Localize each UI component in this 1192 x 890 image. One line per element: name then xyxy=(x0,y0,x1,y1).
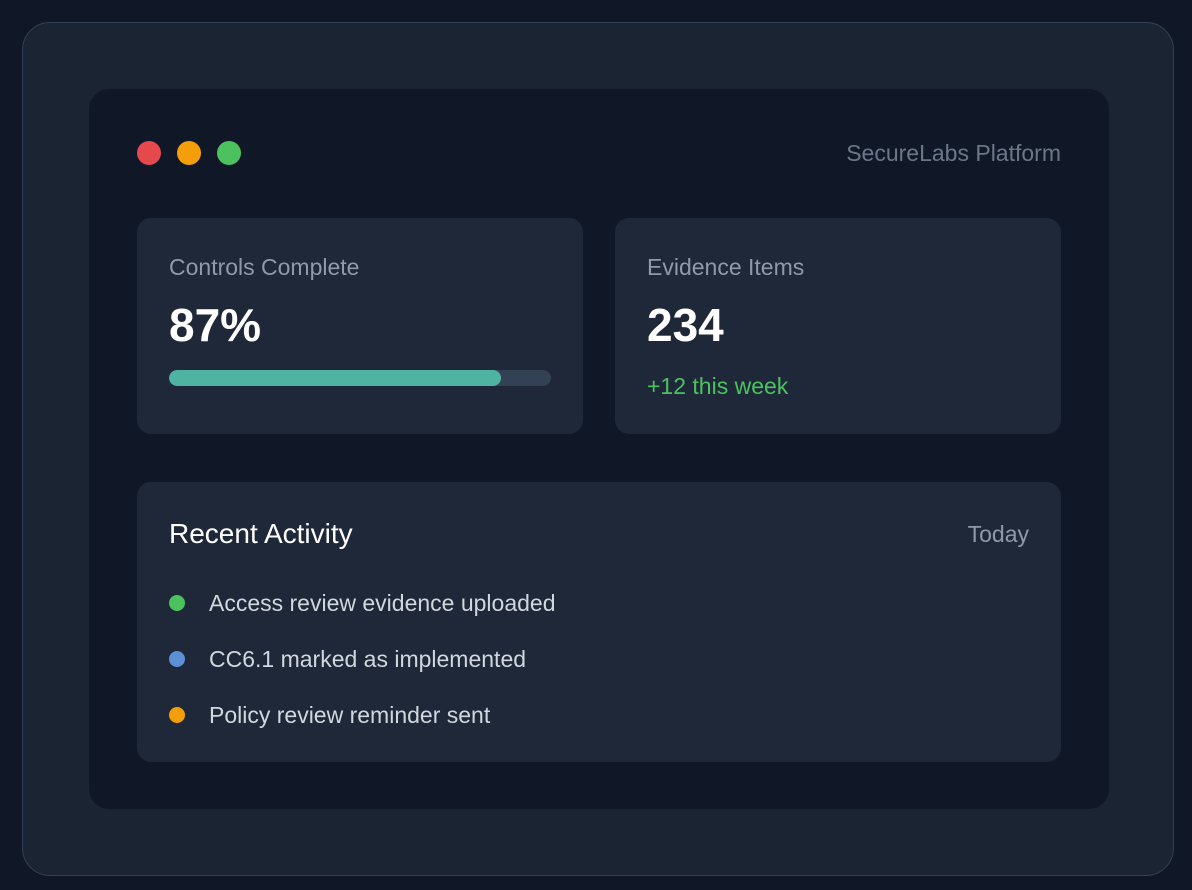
app-title: SecureLabs Platform xyxy=(846,140,1061,166)
controls-complete-value: 87% xyxy=(169,299,262,351)
app-window: SecureLabs Platform Controls Complete 87… xyxy=(89,89,1109,809)
controls-complete-card[interactable]: Controls Complete 87% xyxy=(137,218,583,434)
outer-frame: SecureLabs Platform Controls Complete 87… xyxy=(22,22,1174,876)
controls-progress-fill xyxy=(169,370,502,386)
evidence-items-label: Evidence Items xyxy=(647,254,805,280)
evidence-items-value: 234 xyxy=(647,299,724,351)
status-dot-icon xyxy=(169,595,185,611)
maximize-window-button[interactable] xyxy=(217,141,241,165)
controls-progress-bar xyxy=(169,370,551,386)
evidence-items-card[interactable]: Evidence Items 234 +12 this week xyxy=(615,218,1061,434)
activity-date-filter[interactable]: Today xyxy=(967,521,1029,547)
controls-complete-label: Controls Complete xyxy=(169,254,360,280)
activity-item-text: Access review evidence uploaded xyxy=(209,590,556,616)
activity-item-text: CC6.1 marked as implemented xyxy=(209,646,527,672)
activity-item-text: Policy review reminder sent xyxy=(209,702,491,728)
minimize-window-button[interactable] xyxy=(177,141,201,165)
status-dot-icon xyxy=(169,651,185,667)
recent-activity-title: Recent Activity xyxy=(169,518,353,549)
evidence-items-delta: +12 this week xyxy=(647,373,789,399)
recent-activity-panel: Recent Activity Today Access review evid… xyxy=(137,482,1061,762)
close-window-button[interactable] xyxy=(137,141,161,165)
status-dot-icon xyxy=(169,707,185,723)
